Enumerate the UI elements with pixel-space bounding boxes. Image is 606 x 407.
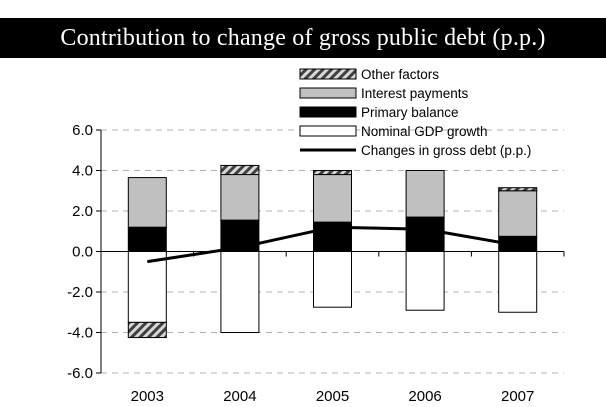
- x-tick-label: 2005: [316, 388, 349, 405]
- bar-nominal-gdp-growth: [127, 251, 167, 323]
- bar-interest-payments: [498, 190, 538, 237]
- y-tick-label: 4.0: [72, 163, 93, 180]
- bar-other-factors: [127, 321, 167, 339]
- bar-other-factors: [220, 164, 260, 176]
- x-tick-label: 2003: [131, 388, 164, 405]
- legend-swatch: [299, 125, 357, 137]
- legend-swatch: [299, 106, 357, 118]
- bar-nominal-gdp-growth: [313, 251, 352, 308]
- x-tick-label: 2004: [223, 388, 256, 405]
- bar-interest-payments: [405, 170, 445, 218]
- legend: Other factors Interest payments Primary ba…: [299, 67, 531, 158]
- tick-labels: 6.0 4.0 2.0 0.0 -2.0 -4.0 -6.0 2003 2004 2005 2006…: [67, 122, 534, 405]
- legend-swatch: [299, 68, 357, 80]
- y-tick-label: -2.0: [67, 284, 93, 301]
- chart-title: Contribution to change of gross public d…: [0, 18, 606, 58]
- y-tick-label: -6.0: [67, 365, 93, 382]
- line-series: [147, 225, 518, 264]
- bar-series: [127, 164, 538, 339]
- bar-interest-payments: [313, 174, 352, 223]
- y-tick-label: 6.0: [72, 122, 93, 139]
- bar-nominal-gdp-growth: [220, 251, 260, 333]
- bar-nominal-gdp-growth: [405, 251, 445, 311]
- x-tick-label: 2006: [408, 388, 441, 405]
- y-tick-label: 0.0: [72, 244, 93, 261]
- legend-swatch: [299, 87, 357, 99]
- legend-label: Primary balance: [361, 105, 459, 120]
- legend-label: Nominal GDP growth: [361, 124, 488, 139]
- bar-interest-payments: [220, 174, 260, 221]
- bar-interest-payments: [127, 177, 167, 228]
- y-tick-label: -4.0: [67, 325, 93, 342]
- bar-primary-balance: [127, 226, 167, 252]
- x-tick-label: 2007: [501, 388, 534, 405]
- y-tick-label: 2.0: [72, 203, 93, 220]
- bar-primary-balance: [405, 216, 445, 252]
- bar-other-factors: [313, 170, 352, 176]
- legend-label: Interest payments: [361, 86, 469, 101]
- bar-other-factors: [498, 187, 538, 192]
- legend-label: Other factors: [361, 67, 439, 82]
- bar-nominal-gdp-growth: [498, 251, 538, 313]
- legend-label: Changes in gross debt (p.p.): [361, 143, 531, 158]
